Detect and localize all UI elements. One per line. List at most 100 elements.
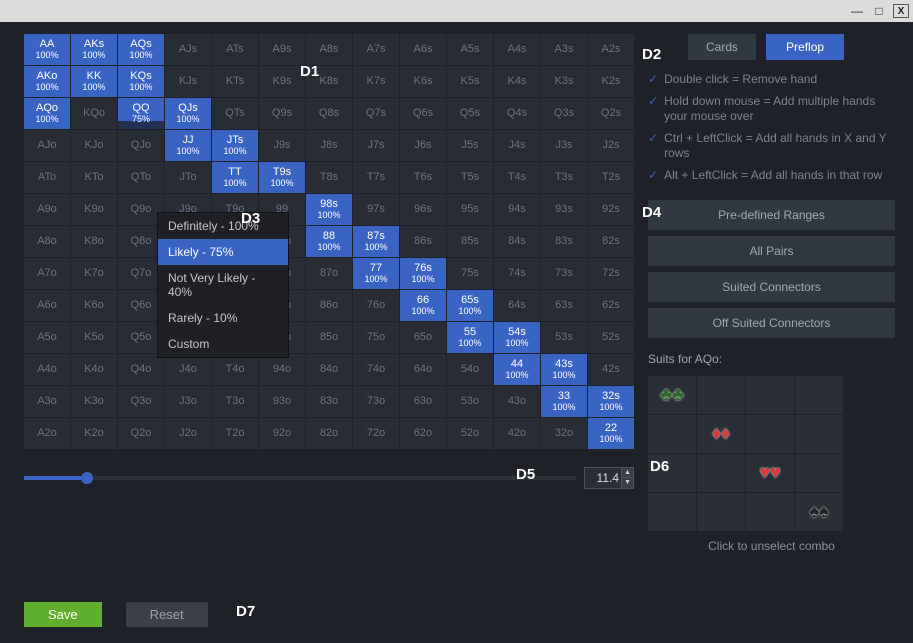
hand-cell[interactable]: 63s xyxy=(541,290,587,321)
hand-cell[interactable]: 75s xyxy=(447,258,493,289)
hand-cell[interactable]: KTo xyxy=(71,162,117,193)
hand-cell[interactable]: 32s100% xyxy=(588,386,634,417)
hand-cell[interactable]: A6s xyxy=(400,34,446,65)
hand-cell[interactable]: 52o xyxy=(447,418,493,449)
context-menu-item[interactable]: Likely - 75% xyxy=(158,239,288,265)
hand-cell[interactable]: T5s xyxy=(447,162,493,193)
hand-cell[interactable]: KJo xyxy=(71,130,117,161)
suit-combo-cell[interactable] xyxy=(746,415,794,453)
hand-cell[interactable]: J8s xyxy=(306,130,352,161)
hand-cell[interactable]: 85o xyxy=(306,322,352,353)
hand-cell[interactable]: T3o xyxy=(212,386,258,417)
hand-cell[interactable]: 97s xyxy=(353,194,399,225)
hand-cell[interactable]: Q2s xyxy=(588,98,634,129)
hand-cell[interactable]: Q6s xyxy=(400,98,446,129)
hand-cell[interactable]: K5o xyxy=(71,322,117,353)
hand-cell[interactable]: K6s xyxy=(400,66,446,97)
hand-cell[interactable]: 76s100% xyxy=(400,258,446,289)
hand-cell[interactable]: T2s xyxy=(588,162,634,193)
hand-cell[interactable]: K3s xyxy=(541,66,587,97)
hand-cell[interactable]: KJs xyxy=(165,66,211,97)
hand-cell[interactable]: KTs xyxy=(212,66,258,97)
hand-cell[interactable]: 64o xyxy=(400,354,446,385)
hand-cell[interactable]: Q4s xyxy=(494,98,540,129)
hand-cell[interactable]: T3s xyxy=(541,162,587,193)
hand-cell[interactable]: 82s xyxy=(588,226,634,257)
hand-cell[interactable]: 82o xyxy=(306,418,352,449)
hand-cell[interactable]: J2o xyxy=(165,418,211,449)
hand-cell[interactable]: 42s xyxy=(588,354,634,385)
hand-cell[interactable]: J7s xyxy=(353,130,399,161)
hand-cell[interactable]: JJ100% xyxy=(165,130,211,161)
context-menu-item[interactable]: Not Very Likely - 40% xyxy=(158,265,288,305)
hand-cell[interactable]: 86o xyxy=(306,290,352,321)
suit-combo-cell[interactable] xyxy=(746,376,794,414)
reset-button[interactable]: Reset xyxy=(126,602,208,627)
hand-cell[interactable]: T6s xyxy=(400,162,446,193)
hand-cell[interactable]: 72s xyxy=(588,258,634,289)
hand-cell[interactable]: K4o xyxy=(71,354,117,385)
hand-cell[interactable]: K4s xyxy=(494,66,540,97)
hand-cell[interactable]: 84s xyxy=(494,226,540,257)
hand-cell[interactable]: J9s xyxy=(259,130,305,161)
hand-cell[interactable]: 77100% xyxy=(353,258,399,289)
hand-cell[interactable]: T7s xyxy=(353,162,399,193)
hand-cell[interactable]: 96s xyxy=(400,194,446,225)
hand-cell[interactable]: 84o xyxy=(306,354,352,385)
hand-cell[interactable]: ATs xyxy=(212,34,258,65)
hand-cell[interactable]: 76o xyxy=(353,290,399,321)
suit-combo-cell[interactable] xyxy=(648,493,696,531)
hand-cell[interactable]: QQ75% xyxy=(118,98,164,129)
hand-cell[interactable]: QJo xyxy=(118,130,164,161)
hand-cell[interactable]: K9o xyxy=(71,194,117,225)
hand-cell[interactable]: AKs100% xyxy=(71,34,117,65)
suit-combo-cell[interactable] xyxy=(795,454,843,492)
hand-cell[interactable]: J3s xyxy=(541,130,587,161)
hand-cell[interactable]: K7o xyxy=(71,258,117,289)
hand-cell[interactable]: 74s xyxy=(494,258,540,289)
range-percent-stepper[interactable]: 11.4 ▲ ▼ xyxy=(584,467,634,489)
suit-combo-cell[interactable] xyxy=(697,454,745,492)
suit-combo-cell[interactable] xyxy=(648,454,696,492)
hand-cell[interactable]: 44100% xyxy=(494,354,540,385)
hand-cell[interactable]: 86s xyxy=(400,226,446,257)
hand-cell[interactable]: K6o xyxy=(71,290,117,321)
hand-cell[interactable]: QTo xyxy=(118,162,164,193)
suit-combo-cell[interactable] xyxy=(697,376,745,414)
hand-cell[interactable]: Q2o xyxy=(118,418,164,449)
hand-cell[interactable]: 54o xyxy=(447,354,493,385)
hand-cell[interactable]: T4o xyxy=(212,354,258,385)
hand-cell[interactable]: QTs xyxy=(212,98,258,129)
hand-cell[interactable]: Q8s xyxy=(306,98,352,129)
hand-cell[interactable]: A4o xyxy=(24,354,70,385)
hand-cell[interactable]: A8o xyxy=(24,226,70,257)
hand-cell[interactable]: J3o xyxy=(165,386,211,417)
hand-cell[interactable]: 83s xyxy=(541,226,587,257)
hand-cell[interactable]: AJo xyxy=(24,130,70,161)
hand-cell[interactable]: 43s100% xyxy=(541,354,587,385)
hand-cell[interactable]: A9o xyxy=(24,194,70,225)
hand-cell[interactable]: 52s xyxy=(588,322,634,353)
hand-cell[interactable]: 63o xyxy=(400,386,446,417)
hand-cell[interactable]: T4s xyxy=(494,162,540,193)
suit-combo-cell[interactable]: ♥♥ xyxy=(746,454,794,492)
hand-cell[interactable]: Q7s xyxy=(353,98,399,129)
slider-thumb[interactable] xyxy=(81,472,93,484)
range-slider[interactable] xyxy=(24,476,576,480)
hand-cell[interactable]: A7s xyxy=(353,34,399,65)
hand-cell[interactable]: 22100% xyxy=(588,418,634,449)
hand-cell[interactable]: 73s xyxy=(541,258,587,289)
hand-cell[interactable]: Q9s xyxy=(259,98,305,129)
hand-cell[interactable]: 87s100% xyxy=(353,226,399,257)
hand-cell[interactable]: T8s xyxy=(306,162,352,193)
hand-cell[interactable]: K5s xyxy=(447,66,493,97)
hand-cell[interactable]: 65s100% xyxy=(447,290,493,321)
hand-cell[interactable]: 92o xyxy=(259,418,305,449)
hand-cell[interactable]: 64s xyxy=(494,290,540,321)
hand-cell[interactable]: Q5s xyxy=(447,98,493,129)
hand-cell[interactable]: 43o xyxy=(494,386,540,417)
context-menu-item[interactable]: Rarely - 10% xyxy=(158,305,288,331)
hand-cell[interactable]: 94o xyxy=(259,354,305,385)
stepper-down-icon[interactable]: ▼ xyxy=(621,478,633,488)
hand-cell[interactable]: 53s xyxy=(541,322,587,353)
